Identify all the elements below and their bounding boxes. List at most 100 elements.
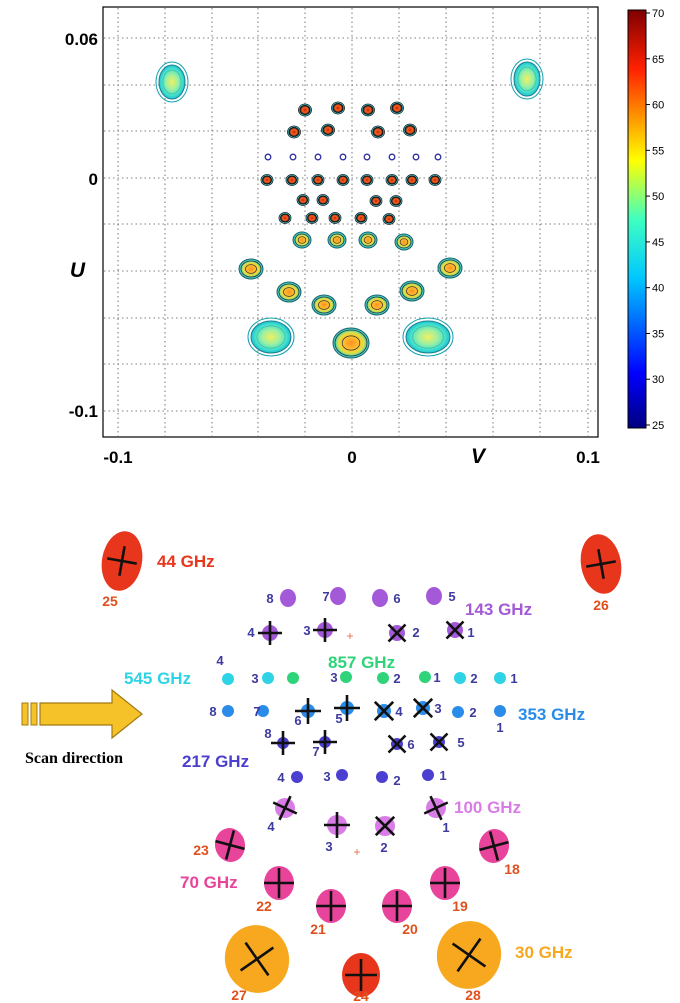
horn-number-label: 18 bbox=[504, 861, 520, 877]
horn-number-label: 7 bbox=[253, 704, 260, 719]
colorbar-tick-label: 40 bbox=[652, 283, 664, 295]
horn-feed bbox=[454, 672, 466, 684]
horn-number-label: 8 bbox=[209, 704, 216, 719]
band-label-143ghz: 143 GHz bbox=[465, 600, 532, 619]
beam-contour bbox=[437, 257, 463, 279]
horn-number-label: 4 bbox=[216, 653, 224, 668]
colorbar-ticks: 70 65 60 55 50 45 40 35 30 25 bbox=[646, 8, 664, 432]
polarization-cross bbox=[324, 812, 350, 838]
beam-contour bbox=[434, 153, 442, 161]
band-label-857ghz: 857 GHz bbox=[328, 653, 395, 672]
horn-feed bbox=[422, 769, 434, 781]
horn-number-label: 27 bbox=[231, 987, 247, 1003]
horn-number-label: 19 bbox=[452, 898, 468, 914]
y-tick--0.1: -0.1 bbox=[69, 402, 98, 421]
focal-plane-layout-diagram: ++ Scan direction 44 GHz 143 GHz 857 GHz… bbox=[21, 531, 622, 1003]
beam-contour bbox=[155, 61, 189, 103]
x-tick-0: 0 bbox=[347, 448, 356, 467]
beam-contour bbox=[311, 294, 337, 316]
beam-contour bbox=[296, 194, 310, 206]
horn-number-label: 5 bbox=[457, 735, 464, 750]
scan-direction-label: Scan direction bbox=[25, 750, 123, 767]
band-label-100ghz: 100 GHz bbox=[454, 798, 521, 817]
beam-contour bbox=[361, 103, 375, 117]
polarization-cross bbox=[479, 831, 509, 861]
band-label-353ghz: 353 GHz bbox=[518, 705, 585, 724]
horn-number-label: 23 bbox=[193, 842, 209, 858]
horn-number-label: 1 bbox=[439, 768, 446, 783]
polarization-cross bbox=[345, 959, 377, 991]
beam-contours bbox=[155, 58, 544, 359]
horn-number-label: 21 bbox=[310, 921, 326, 937]
beam-contour bbox=[428, 174, 442, 186]
colorbar-tick-label: 65 bbox=[652, 54, 664, 66]
polarization-cross bbox=[239, 941, 275, 977]
horn-number-label: 5 bbox=[335, 711, 342, 726]
polarization-cross bbox=[107, 546, 137, 576]
horn-number-label: 2 bbox=[393, 773, 400, 788]
horn-feed bbox=[340, 671, 352, 683]
horn-number-label: 2 bbox=[470, 671, 477, 686]
beam-contour bbox=[385, 174, 399, 186]
polarization-cross bbox=[316, 891, 346, 921]
horn-number-label: 1 bbox=[442, 820, 449, 835]
beam-contour bbox=[278, 212, 292, 224]
horn-feed bbox=[376, 771, 388, 783]
beam-contour bbox=[394, 233, 414, 251]
polarization-cross bbox=[430, 868, 460, 898]
polarization-cross bbox=[586, 549, 616, 579]
horn-number-label: 3 bbox=[303, 623, 310, 638]
horn-number-label: 4 bbox=[395, 704, 403, 719]
beam-contour bbox=[403, 123, 417, 137]
horn-feed bbox=[257, 705, 269, 717]
horn-feed bbox=[330, 587, 346, 605]
beam-contour bbox=[260, 174, 274, 186]
colorbar-tick-label: 30 bbox=[652, 374, 664, 386]
beam-contour bbox=[369, 195, 383, 207]
horn-number-label: 2 bbox=[469, 705, 476, 720]
beam-contour bbox=[399, 280, 425, 302]
horn-number-label: 4 bbox=[247, 625, 255, 640]
colorbar-tick-label: 45 bbox=[652, 237, 664, 249]
polarization-cross bbox=[382, 891, 412, 921]
beam-contour bbox=[289, 153, 297, 161]
polarization-cross bbox=[387, 623, 407, 643]
horn-feed bbox=[222, 705, 234, 717]
polarization-cross bbox=[374, 815, 396, 837]
beam-contour bbox=[276, 281, 302, 303]
horn-number-label: 3 bbox=[434, 701, 441, 716]
polarization-cross bbox=[373, 700, 395, 722]
horn-number-label: 2 bbox=[412, 625, 419, 640]
beam-contour bbox=[390, 101, 404, 115]
horn-number-label: 6 bbox=[294, 713, 301, 728]
colorbar-tick-label: 50 bbox=[652, 191, 664, 203]
x-axis-label: V bbox=[471, 445, 487, 468]
horn-number-label: 1 bbox=[467, 625, 474, 640]
horn-number-label: 8 bbox=[266, 591, 273, 606]
horn-number-label: 3 bbox=[330, 670, 337, 685]
horn-feed bbox=[419, 671, 431, 683]
beam-contour bbox=[405, 174, 419, 186]
horn-number-label: 3 bbox=[323, 769, 330, 784]
beam-contour bbox=[336, 174, 350, 186]
y-tick-0.06: 0.06 bbox=[65, 30, 98, 49]
beam-contour bbox=[354, 212, 368, 224]
horn-number-label: 24 bbox=[353, 988, 369, 1003]
beam-contour bbox=[371, 125, 385, 139]
beam-contour bbox=[264, 153, 272, 161]
beam-contour bbox=[305, 212, 319, 224]
beam-contour bbox=[321, 123, 335, 137]
beam-contour bbox=[238, 258, 264, 280]
beam-contour bbox=[314, 153, 322, 161]
polarization-cross bbox=[429, 732, 449, 752]
beam-contour bbox=[247, 317, 295, 357]
horn-layout: ++ bbox=[101, 531, 622, 997]
horn-number-label: 7 bbox=[322, 589, 329, 604]
beam-contour bbox=[328, 212, 342, 224]
horn-number-label: 4 bbox=[267, 819, 275, 834]
horn-number-label: 3 bbox=[325, 839, 332, 854]
beam-contour bbox=[285, 174, 299, 186]
horn-feed bbox=[372, 589, 388, 607]
horn-number-label: 20 bbox=[402, 921, 418, 937]
